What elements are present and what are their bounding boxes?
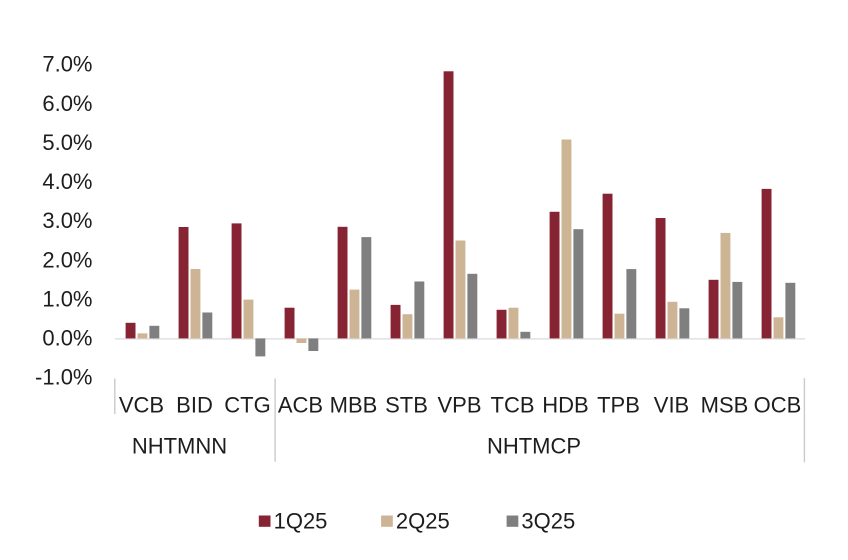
svg-text:TPB: TPB <box>597 393 640 418</box>
svg-text:4.0%: 4.0% <box>42 169 92 194</box>
svg-text:ACB: ACB <box>278 393 323 418</box>
svg-text:VCB: VCB <box>119 393 164 418</box>
svg-text:1Q25: 1Q25 <box>274 508 328 533</box>
svg-text:VIB: VIB <box>654 393 689 418</box>
svg-text:MBB: MBB <box>330 393 378 418</box>
svg-text:3.0%: 3.0% <box>42 208 92 233</box>
svg-text:6.0%: 6.0% <box>42 91 92 116</box>
svg-text:NHTMCP: NHTMCP <box>487 433 581 458</box>
svg-text:HDB: HDB <box>542 393 588 418</box>
svg-text:3Q25: 3Q25 <box>521 508 575 533</box>
svg-text:CTG: CTG <box>224 393 270 418</box>
svg-text:1.0%: 1.0% <box>42 287 92 312</box>
svg-text:2Q25: 2Q25 <box>396 508 450 533</box>
svg-text:2.0%: 2.0% <box>42 247 92 272</box>
svg-text:MSB: MSB <box>701 393 749 418</box>
svg-text:7.0%: 7.0% <box>42 52 92 77</box>
svg-text:-1.0%: -1.0% <box>35 365 92 390</box>
svg-text:5.0%: 5.0% <box>42 130 92 155</box>
svg-text:0.0%: 0.0% <box>42 326 92 351</box>
svg-text:STB: STB <box>385 393 428 418</box>
svg-text:VPB: VPB <box>437 393 481 418</box>
svg-text:BID: BID <box>176 393 213 418</box>
svg-text:NHTMNN: NHTMNN <box>132 433 227 458</box>
svg-text:OCB: OCB <box>754 393 802 418</box>
svg-text:TCB: TCB <box>491 393 535 418</box>
